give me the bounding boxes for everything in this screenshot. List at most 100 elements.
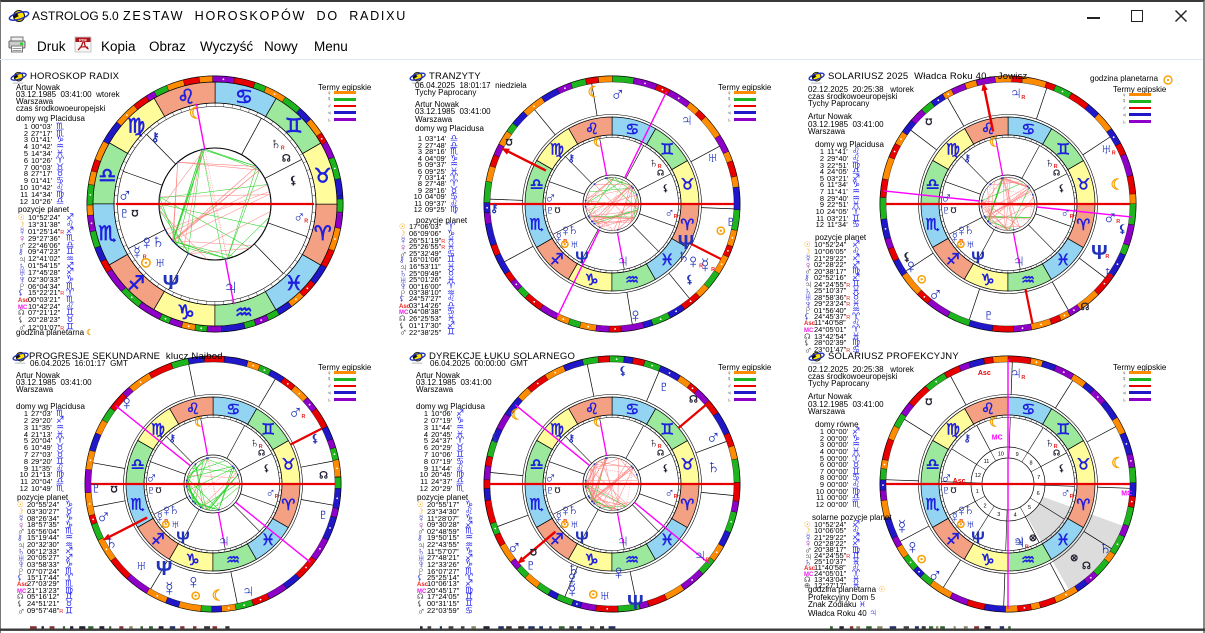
svg-text:♃︎: ♃︎	[1012, 532, 1026, 553]
svg-text:☿︎: ☿︎	[949, 509, 960, 526]
svg-text:R: R	[1025, 544, 1029, 550]
svg-text:☊︎: ☊︎	[319, 470, 328, 481]
svg-text:R: R	[959, 519, 963, 525]
svg-text:R: R	[674, 214, 678, 220]
svg-text:☊︎: ☊︎	[657, 168, 664, 177]
svg-text:R: R	[674, 494, 678, 500]
svg-text:℧︎: ℧︎	[506, 137, 513, 147]
svg-text:♒︎: ♒︎	[226, 552, 240, 569]
svg-text:R: R	[1070, 494, 1074, 500]
svg-text:♑︎: ♑︎	[585, 552, 599, 569]
svg-text:R: R	[281, 146, 285, 152]
svg-text:♎︎: ♎︎	[530, 456, 544, 473]
svg-text:♑︎: ♑︎	[585, 272, 599, 289]
svg-text:♀︎: ♀︎	[160, 501, 173, 520]
svg-text:♌︎: ♌︎	[585, 401, 599, 418]
svg-text:♂︎: ♂︎	[927, 565, 942, 587]
svg-text:♀︎: ♀︎	[611, 562, 626, 584]
svg-text:6: 6	[1037, 491, 1040, 497]
svg-text:♂︎: ♂︎	[664, 485, 674, 500]
svg-text:♇︎: ♇︎	[117, 203, 132, 225]
svg-text:♈︎: ♈︎	[314, 223, 332, 245]
svg-text:♄︎: ♄︎	[567, 500, 580, 519]
svg-text:Ψ: Ψ	[575, 528, 589, 547]
svg-text:☿︎: ☿︎	[894, 516, 909, 538]
svg-text:♀︎: ♀︎	[139, 232, 154, 254]
svg-text:R: R	[959, 239, 963, 245]
svg-text:♏︎: ♏︎	[130, 497, 146, 514]
svg-text:♀︎: ♀︎	[955, 501, 968, 520]
svg-text:℧︎: ℧︎	[555, 486, 561, 495]
svg-text:☿︎: ☿︎	[564, 580, 579, 602]
svg-text:♄︎: ♄︎	[1044, 435, 1054, 450]
svg-text:♂︎: ♂︎	[610, 84, 625, 106]
svg-text:⚸︎: ⚸︎	[1118, 223, 1126, 235]
svg-text:R: R	[275, 494, 279, 500]
svg-text:♂︎: ♂︎	[940, 188, 953, 207]
svg-text:MC: MC	[992, 435, 1003, 442]
svg-text:♄︎: ♄︎	[150, 231, 165, 253]
svg-text:5: 5	[1028, 505, 1031, 511]
svg-text:Ψ: Ψ	[678, 232, 694, 254]
svg-text:Ψ: Ψ	[627, 592, 643, 614]
svg-text:♈︎: ♈︎	[1076, 497, 1090, 514]
svg-text:℧︎: ℧︎	[951, 486, 957, 495]
svg-text:♂︎: ♂︎	[706, 426, 721, 448]
svg-text:Asc: Asc	[953, 478, 966, 485]
svg-text:♌︎: ♌︎	[186, 401, 200, 418]
svg-text:♀︎: ♀︎	[564, 568, 579, 590]
svg-text:♅︎: ♅︎	[170, 516, 181, 533]
svg-text:♂︎: ♂︎	[293, 207, 305, 226]
svg-text:♅︎: ♅︎	[134, 554, 148, 575]
svg-text:☾︎: ☾︎	[194, 415, 206, 430]
svg-text:☿︎: ☿︎	[553, 229, 564, 246]
svg-text:♒︎: ♒︎	[235, 302, 253, 324]
svg-text:♀︎: ♀︎	[685, 251, 700, 273]
svg-text:☊︎: ☊︎	[657, 448, 664, 457]
svg-text:♄︎: ♄︎	[104, 532, 119, 554]
svg-text:⚷︎: ⚷︎	[567, 434, 574, 445]
svg-text:♄︎: ♄︎	[648, 435, 658, 450]
svg-text:Asc: Asc	[978, 370, 991, 377]
svg-text:⚸︎: ⚸︎	[289, 175, 297, 187]
svg-text:♂︎: ♂︎	[507, 537, 522, 559]
svg-text:♄︎: ♄︎	[1101, 263, 1116, 285]
svg-text:R: R	[1054, 444, 1058, 450]
svg-text:♅︎: ♅︎	[1099, 138, 1113, 159]
svg-text:♂︎: ♂︎	[940, 468, 953, 487]
svg-text:4: 4	[1014, 513, 1017, 519]
svg-text:♂︎: ♂︎	[928, 284, 943, 306]
svg-text:♅︎: ♅︎	[153, 252, 167, 273]
svg-text:♅︎: ♅︎	[706, 147, 720, 168]
svg-text:⚷︎: ⚷︎	[963, 154, 970, 165]
svg-text:⚸︎: ⚸︎	[311, 433, 319, 445]
svg-text:⚸︎: ⚸︎	[491, 432, 499, 444]
svg-text:♓︎: ♓︎	[660, 252, 674, 269]
svg-text:♇︎: ♇︎	[88, 477, 103, 499]
svg-text:♇︎: ♇︎	[544, 481, 557, 500]
svg-text:♍︎: ♍︎	[946, 141, 960, 158]
svg-text:♂︎: ♂︎	[96, 506, 111, 528]
svg-text:♈︎: ♈︎	[680, 497, 694, 514]
svg-text:☿︎: ☿︎	[949, 229, 960, 246]
svg-text:R: R	[658, 444, 662, 450]
svg-text:12: 12	[975, 473, 981, 479]
svg-text:♒︎: ♒︎	[625, 272, 639, 289]
svg-text:℧︎: ℧︎	[156, 486, 162, 495]
svg-text:♇︎: ♇︎	[723, 211, 738, 233]
svg-text:☿︎: ☿︎	[154, 509, 165, 526]
svg-text:R: R	[699, 263, 703, 269]
svg-text:♂︎: ♂︎	[664, 205, 674, 220]
svg-text:♑︎: ♑︎	[186, 552, 200, 569]
svg-text:♏︎: ♏︎	[529, 497, 545, 514]
svg-text:♐︎: ♐︎	[550, 252, 564, 269]
svg-text:♃︎: ♃︎	[1009, 362, 1023, 383]
svg-text:Ψ: Ψ	[163, 272, 179, 294]
svg-text:Ψ: Ψ	[1091, 242, 1107, 264]
svg-text:♒︎: ♒︎	[1021, 272, 1035, 289]
svg-text:☾︎: ☾︎	[212, 587, 225, 604]
svg-text:⚸︎: ⚸︎	[1058, 463, 1065, 473]
svg-text:R: R	[1112, 151, 1116, 157]
svg-text:♒︎: ♒︎	[1021, 552, 1035, 569]
svg-text:R: R	[658, 164, 662, 170]
